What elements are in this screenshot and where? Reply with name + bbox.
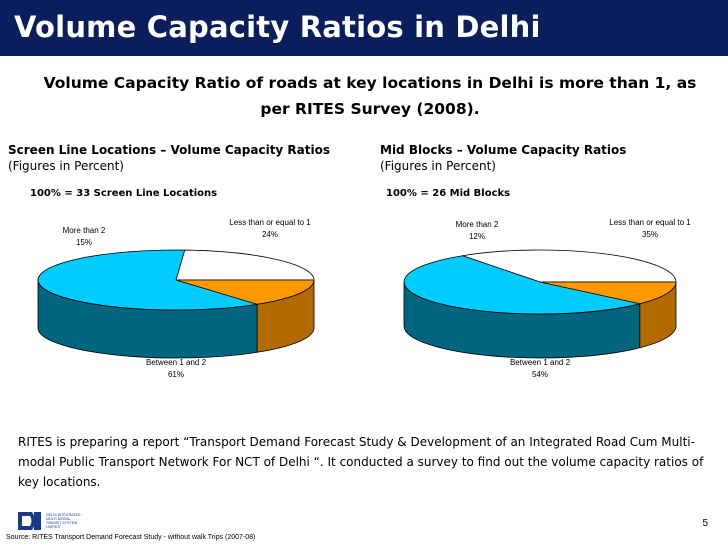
chart2-label-lte1: Less than or equal to 1 — [609, 218, 691, 227]
chart1-header: Screen Line Locations – Volume Capacity … — [8, 142, 330, 174]
slide-title: Volume Capacity Ratios in Delhi — [14, 10, 541, 44]
logo-line-3: TRANSIT SYSTEM — [46, 521, 77, 525]
logo-line-4: LIMITED — [46, 525, 61, 529]
chart2-slice-1to2 — [403, 255, 640, 315]
chart2-title: Mid Blocks – Volume Capacity Ratios — [380, 143, 627, 157]
chart1-label-1to2: Between 1 and 2 — [146, 358, 207, 367]
logo-line-1: DELHI INTEGRATED — [46, 513, 81, 517]
chart2-header: Mid Blocks – Volume Capacity Ratios (Fig… — [380, 142, 626, 174]
chart1-slice-lte1 — [175, 249, 315, 281]
chart1-total-label: 100% = 33 Screen Line Locations — [30, 188, 218, 199]
page-number: 5 — [702, 518, 708, 529]
chart2-value-gt2: 12% — [469, 232, 485, 241]
dimts-logo: DELHI INTEGRATED MULTI-MODAL TRANSIT SYS… — [18, 512, 81, 530]
chart1-value-lte1: 24% — [262, 230, 278, 239]
chart2-total-label: 100% = 26 Mid Blocks — [386, 188, 511, 199]
chart2-pie: Less than or equal to 1 35% Between 1 and … — [403, 218, 691, 379]
chart1-slice-1to2 — [37, 249, 258, 311]
chart2-slice-gt2 — [539, 281, 677, 305]
chart1-title: Screen Line Locations – Volume Capacity … — [8, 143, 331, 157]
chart2-subtitle: (Figures in Percent) — [380, 159, 496, 173]
slide-subtitle: Volume Capacity Ratio of roads at key lo… — [43, 74, 697, 118]
title-bar: Volume Capacity Ratios in Delhi — [0, 0, 728, 56]
body-paragraph: RITES is preparing a report “Transport D… — [18, 435, 704, 489]
chart1-slice-gt2 — [175, 279, 315, 305]
chart2-label-gt2: More than 2 — [456, 220, 499, 229]
chart2-value-lte1: 35% — [642, 230, 658, 239]
chart1-value-gt2: 15% — [76, 238, 92, 247]
source-note: Source: RITES Transport Demand Forecast … — [6, 534, 256, 541]
chart1-subtitle: (Figures in Percent) — [8, 159, 124, 173]
logo-line-2: MULTI-MODAL — [46, 517, 71, 521]
chart1-value-1to2: 61% — [168, 370, 184, 379]
chart1-label-lte1: Less than or equal to 1 — [229, 218, 311, 227]
chart2-slice-lte1 — [462, 249, 677, 283]
chart1-pie: Less than or equal to 1 24% Between 1 and … — [37, 218, 315, 379]
chart2-value-1to2: 54% — [532, 370, 548, 379]
chart2-label-1to2: Between 1 and 2 — [510, 358, 571, 367]
chart1-label-gt2: More than 2 — [63, 226, 106, 235]
